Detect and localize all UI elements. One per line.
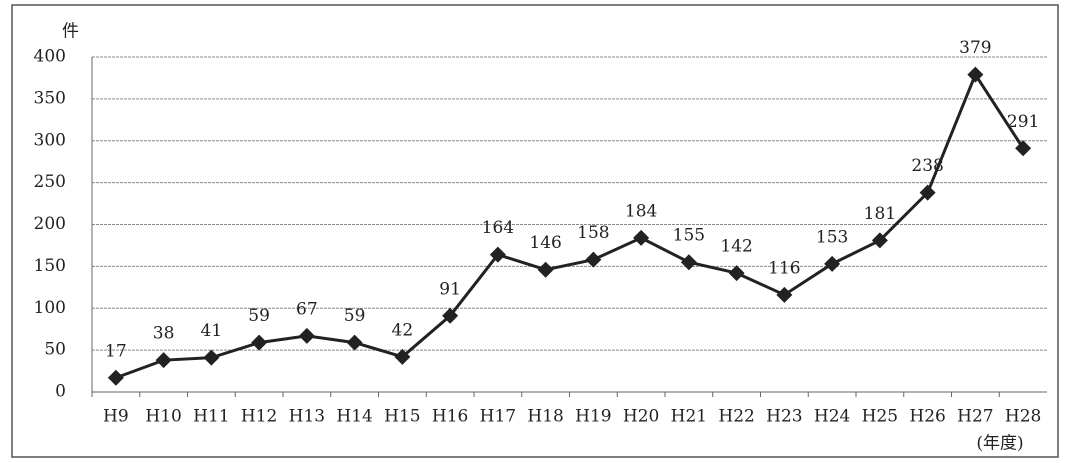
y-tick-label: 100	[34, 298, 66, 318]
marker	[1015, 140, 1032, 157]
x-tick-label: H14	[336, 407, 372, 427]
data-label: 155	[673, 226, 705, 246]
marker	[824, 255, 841, 272]
data-label: 291	[1007, 112, 1039, 132]
x-tick-label: H23	[766, 407, 802, 427]
data-label: 164	[482, 218, 514, 238]
x-tick-label: H16	[432, 407, 468, 427]
x-tick-label: H25	[862, 407, 898, 427]
marker	[776, 286, 793, 303]
x-tick-label: H18	[527, 407, 563, 427]
x-tick-label: H15	[384, 407, 420, 427]
marker	[298, 327, 315, 344]
y-tick-label: 50	[44, 340, 66, 360]
data-label: 91	[439, 279, 461, 299]
data-label: 41	[201, 321, 223, 341]
x-tick-label: H17	[480, 407, 516, 427]
x-tick-label: H19	[575, 407, 611, 427]
data-label: 181	[864, 204, 896, 224]
marker	[967, 66, 984, 83]
x-tick-label: H11	[193, 407, 229, 427]
marker	[107, 369, 124, 386]
x-tick-label: H20	[623, 407, 659, 427]
data-label: 379	[959, 38, 991, 58]
marker	[489, 246, 506, 263]
y-tick-label: 0	[55, 382, 66, 402]
data-label: 158	[577, 223, 609, 243]
data-label: 67	[296, 299, 318, 319]
marker	[155, 352, 172, 369]
marker	[919, 184, 936, 201]
x-tick-label: H27	[957, 407, 993, 427]
x-axis-label: (年度)	[976, 434, 1023, 454]
y-tick-label: 200	[34, 214, 66, 234]
x-tick-label: H10	[145, 407, 181, 427]
marker	[251, 334, 268, 351]
x-tick-label: H13	[289, 407, 325, 427]
y-tick-label: 150	[34, 256, 66, 276]
x-tick-label: H24	[814, 407, 850, 427]
x-tick-label: H26	[909, 407, 945, 427]
marker	[203, 349, 220, 366]
data-label: 38	[153, 324, 175, 344]
data-label: 146	[529, 233, 561, 253]
marker	[680, 254, 697, 271]
x-tick-label: H28	[1005, 407, 1041, 427]
y-tick-label: 250	[34, 172, 66, 192]
data-label: 184	[625, 201, 657, 221]
x-tick-label: H22	[718, 407, 754, 427]
data-label: 59	[248, 306, 270, 326]
chart-border	[11, 4, 1059, 458]
y-axis-label: 件	[62, 22, 79, 42]
data-label: 153	[816, 227, 848, 247]
marker	[633, 229, 650, 246]
marker	[442, 307, 459, 324]
marker	[394, 348, 411, 365]
data-label: 116	[768, 258, 800, 278]
x-tick-label: H21	[671, 407, 707, 427]
data-label: 59	[344, 306, 366, 326]
data-label: 238	[911, 156, 943, 176]
y-tick-label: 300	[34, 130, 66, 150]
y-tick-label: 400	[34, 47, 66, 67]
data-label: 42	[392, 320, 414, 340]
marker	[728, 265, 745, 282]
data-label: 142	[720, 237, 752, 257]
marker	[537, 261, 554, 278]
series-line	[115, 71, 1025, 380]
y-tick-label: 350	[34, 88, 66, 108]
marker	[871, 232, 888, 249]
marker	[346, 334, 363, 351]
marker	[585, 251, 602, 268]
x-tick-label: H9	[103, 407, 129, 427]
x-tick-label: H12	[241, 407, 277, 427]
data-label: 17	[105, 341, 127, 361]
